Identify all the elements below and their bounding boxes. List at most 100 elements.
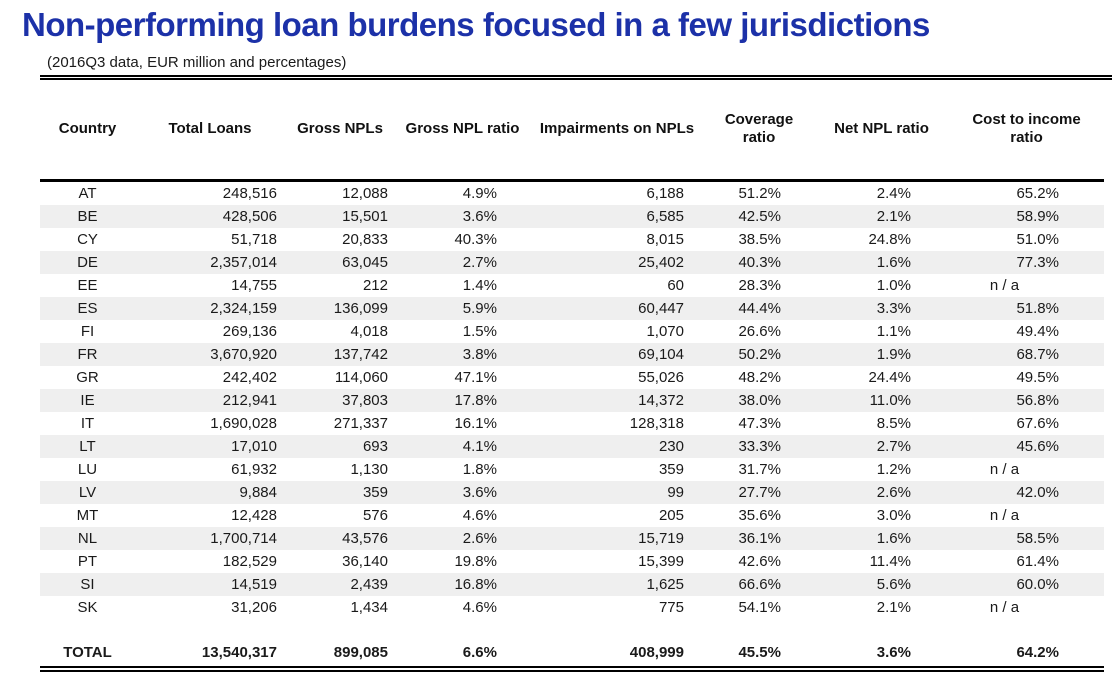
cell-total-loans: 61,932 bbox=[231, 460, 277, 478]
table-row-be: BE 428,506 15,501 3.6% 6,585 42.5% 2.1% 58.9% bbox=[40, 204, 1104, 228]
cell-net-npl-ratio: 3.0% bbox=[876, 506, 911, 524]
cell-total-loans: 2,357,014 bbox=[210, 253, 277, 271]
header-row: Country Total Loans Gross NPLs Gross NPL… bbox=[40, 80, 1104, 182]
cell-country: PT bbox=[77, 552, 98, 570]
cell-gross-npl-ratio: 4.9% bbox=[462, 184, 497, 202]
cell-net-npl-ratio: 1.9% bbox=[876, 345, 911, 363]
table-row-sk: SK 31,206 1,434 4.6% 775 54.1% 2.1% n / a bbox=[40, 596, 1104, 619]
cell-total-loans: 248,516 bbox=[222, 184, 277, 202]
cell-gross-npls: 15,501 bbox=[342, 207, 388, 225]
cell-gross-npls: 271,337 bbox=[333, 414, 388, 432]
table-row-fr: FR 3,670,920 137,742 3.8% 69,104 50.2% 1.9% 68.… bbox=[40, 342, 1104, 366]
cell-gross-npl-ratio: 2.6% bbox=[462, 529, 497, 547]
cell-coverage-ratio: 28.3% bbox=[738, 276, 781, 294]
cell-total-loans: 13,540,317 bbox=[135, 639, 285, 672]
table-row-at: AT 248,516 12,088 4.9% 6,188 51.2% 2.4% 65.2% bbox=[40, 180, 1104, 205]
cell-total-loans: 182,529 bbox=[222, 552, 277, 570]
cell-total-loans: 428,506 bbox=[222, 207, 277, 225]
cell-country: LT bbox=[79, 437, 96, 455]
cell-impairments-on-npls: 408,999 bbox=[530, 639, 704, 672]
cell-coverage-ratio: 38.0% bbox=[738, 391, 781, 409]
cell-impairments-on-npls: 359 bbox=[658, 460, 684, 478]
cell-impairments-on-npls: 230 bbox=[658, 437, 684, 455]
cell-net-npl-ratio: 5.6% bbox=[876, 575, 911, 593]
cell-total-loans: 12,428 bbox=[231, 506, 277, 524]
cell-total-loans: 51,718 bbox=[231, 230, 277, 248]
cell-impairments-on-npls: 1,625 bbox=[646, 575, 684, 593]
cell-country: AT bbox=[78, 184, 97, 202]
cell-total-loans: 31,206 bbox=[231, 598, 277, 616]
cell-gross-npls: 1,434 bbox=[350, 598, 388, 616]
table-body: AT 248,516 12,088 4.9% 6,188 51.2% 2.4% 65.2% BE… bbox=[40, 180, 1104, 672]
cell-coverage-ratio: 35.6% bbox=[738, 506, 781, 524]
cell-gross-npls: 136,099 bbox=[333, 299, 388, 317]
cell-net-npl-ratio: 11.4% bbox=[869, 552, 911, 570]
cell-cost-to-income-ratio: 64.2% bbox=[949, 639, 1104, 672]
cell-country: SK bbox=[77, 598, 98, 616]
table-row-lt: LT 17,010 693 4.1% 230 33.3% 2.7% 45.6% bbox=[40, 434, 1104, 458]
cell-gross-npl-ratio: 1.4% bbox=[462, 276, 497, 294]
cell-net-npl-ratio: 1.1% bbox=[876, 322, 911, 340]
cell-impairments-on-npls: 775 bbox=[658, 598, 684, 616]
cell-cost-to-income-ratio: 77.3% bbox=[1016, 253, 1059, 271]
slide: Non-performing loan burdens focused in a… bbox=[0, 6, 1114, 676]
table-row-gr: GR 242,402 114,060 47.1% 55,026 48.2% 24.4% 49.… bbox=[40, 366, 1104, 389]
table-row-nl: NL 1,700,714 43,576 2.6% 15,719 36.1% 1.6% 58.5… bbox=[40, 526, 1104, 550]
cell-impairments-on-npls: 60,447 bbox=[638, 299, 684, 317]
cell-coverage-ratio: 26.6% bbox=[738, 322, 781, 340]
table-row-fi: FI 269,136 4,018 1.5% 1,070 26.6% 1.1% 49.4% bbox=[40, 320, 1104, 343]
col-header-coverage-ratio: Coverage ratio bbox=[704, 80, 814, 182]
cell-net-npl-ratio: 2.1% bbox=[876, 207, 911, 225]
cell-impairments-on-npls: 128,318 bbox=[629, 414, 684, 432]
col-header-gross-npl-ratio: Gross NPL ratio bbox=[395, 80, 530, 182]
cell-country: LU bbox=[77, 460, 98, 478]
cell-gross-npl-ratio: 2.7% bbox=[462, 253, 497, 271]
col-header-country: Country bbox=[40, 80, 135, 182]
cell-impairments-on-npls: 15,719 bbox=[638, 529, 684, 547]
cell-net-npl-ratio: 8.5% bbox=[876, 414, 911, 432]
cell-cost-to-income-ratio: 51.8% bbox=[1016, 299, 1059, 317]
cell-impairments-on-npls: 6,585 bbox=[646, 207, 684, 225]
cell-net-npl-ratio: 2.1% bbox=[876, 598, 911, 616]
cell-net-npl-ratio: 1.6% bbox=[876, 529, 911, 547]
cell-gross-npl-ratio: 1.8% bbox=[462, 460, 497, 478]
cell-cost-to-income-ratio: 58.9% bbox=[1016, 207, 1059, 225]
cell-total-loans: 14,519 bbox=[231, 575, 277, 593]
cell-gross-npl-ratio: 16.1% bbox=[454, 414, 497, 432]
cell-gross-npl-ratio: 3.8% bbox=[462, 345, 497, 363]
cell-country: BE bbox=[77, 207, 98, 225]
cell-gross-npl-ratio: 4.6% bbox=[462, 506, 497, 524]
cell-cost-to-income-ratio: 56.8% bbox=[1016, 391, 1059, 409]
cell-coverage-ratio: 38.5% bbox=[738, 230, 781, 248]
cell-gross-npl-ratio: 40.3% bbox=[454, 230, 497, 248]
cell-cost-to-income-ratio: 49.5% bbox=[1016, 368, 1059, 386]
table-row-pt: PT 182,529 36,140 19.8% 15,399 42.6% 11.4% 61.4… bbox=[40, 550, 1104, 573]
subtitle: (2016Q3 data, EUR million and percentage… bbox=[47, 54, 347, 71]
subtitle-rule: (2016Q3 data, EUR million and percentage… bbox=[40, 54, 1112, 80]
cell-country: DE bbox=[77, 253, 98, 271]
cell-impairments-on-npls: 60 bbox=[667, 276, 684, 294]
cell-gross-npl-ratio: 5.9% bbox=[462, 299, 497, 317]
cell-gross-npls: 137,742 bbox=[333, 345, 388, 363]
cell-net-npl-ratio: 3.3% bbox=[876, 299, 911, 317]
cell-gross-npl-ratio: 17.8% bbox=[454, 391, 497, 409]
col-header-total-loans: Total Loans bbox=[135, 80, 285, 182]
cell-coverage-ratio: 50.2% bbox=[738, 345, 781, 363]
cell-gross-npls: 899,085 bbox=[285, 639, 395, 672]
cell-cost-to-income-ratio: n / a bbox=[989, 460, 1020, 478]
cell-gross-npls: 212 bbox=[362, 276, 388, 294]
cell-gross-npl-ratio: 4.1% bbox=[462, 437, 497, 455]
table-row-ie: IE 212,941 37,803 17.8% 14,372 38.0% 11.0% 56.8… bbox=[40, 388, 1104, 412]
cell-cost-to-income-ratio: 42.0% bbox=[1016, 483, 1059, 501]
cell-country: IT bbox=[80, 414, 95, 432]
cell-total-loans: 2,324,159 bbox=[210, 299, 277, 317]
cell-cost-to-income-ratio: n / a bbox=[989, 276, 1020, 294]
cell-coverage-ratio: 54.1% bbox=[738, 598, 781, 616]
cell-impairments-on-npls: 15,399 bbox=[638, 552, 684, 570]
cell-net-npl-ratio: 3.6% bbox=[814, 639, 949, 672]
cell-impairments-on-npls: 25,402 bbox=[638, 253, 684, 271]
cell-impairments-on-npls: 55,026 bbox=[638, 368, 684, 386]
cell-impairments-on-npls: 8,015 bbox=[646, 230, 684, 248]
table-header: Country Total Loans Gross NPLs Gross NPL… bbox=[40, 80, 1104, 182]
cell-country: NL bbox=[77, 529, 98, 547]
